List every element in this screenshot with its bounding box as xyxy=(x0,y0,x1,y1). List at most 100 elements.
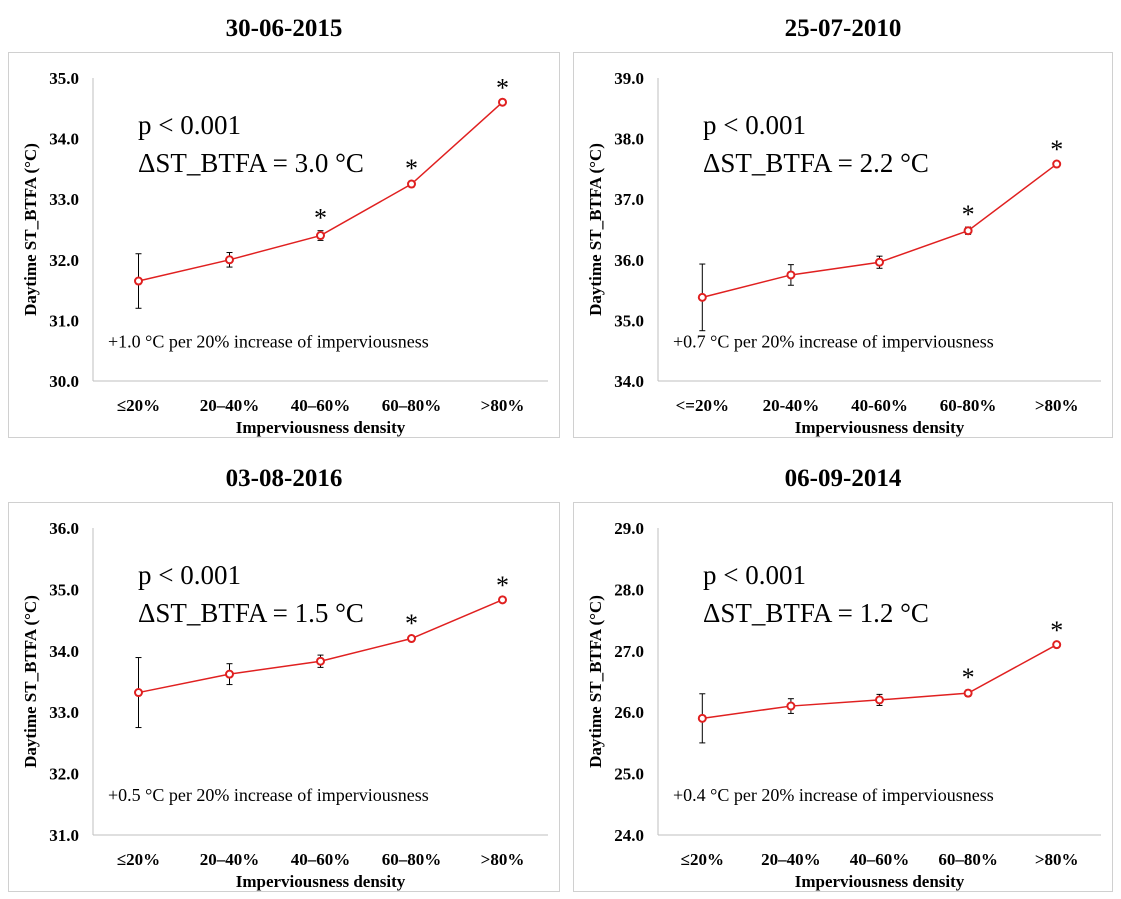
x-tick-label: 60–80% xyxy=(382,850,442,869)
chart-panel-4: 06-09-2014 24.0 25.0 26.0 27.0 28.0 29.0 ≤20% 2… xyxy=(573,464,1113,892)
significance-marker: * xyxy=(405,154,418,183)
chart-frame xyxy=(573,52,1113,438)
y-tick-label: 25.0 xyxy=(614,765,644,784)
y-tick-label: 34.0 xyxy=(49,642,79,661)
y-tick-label: 29.0 xyxy=(614,519,644,538)
y-tick-label: 31.0 xyxy=(49,311,79,330)
y-tick-label: 27.0 xyxy=(614,642,644,661)
data-point xyxy=(134,276,143,286)
delta-annotation: ΔST_BTFA = 1.2 °C xyxy=(703,598,929,628)
y-tick-label: 26.0 xyxy=(614,703,644,722)
chart-plot: 30.0 31.0 32.0 33.0 34.0 35.0 ≤20% 20–40% 40–60%… xyxy=(21,69,548,437)
x-tick-label: >80% xyxy=(481,396,525,415)
x-axis-label: Imperviousness density xyxy=(795,872,965,891)
y-tick-label: 39.0 xyxy=(614,69,644,88)
significance-marker: * xyxy=(496,73,509,102)
p-value-annotation: p < 0.001 xyxy=(138,560,241,590)
data-point xyxy=(225,255,234,265)
chart-title: 25-07-2010 xyxy=(784,15,902,42)
x-axis-label: Imperviousness density xyxy=(236,418,406,437)
series-line xyxy=(702,644,1058,720)
significance-marker: * xyxy=(405,609,418,638)
x-tick-label: 40–60% xyxy=(850,850,910,869)
data-point xyxy=(875,257,884,267)
chart-title: 30-06-2015 xyxy=(225,15,343,42)
data-point xyxy=(786,701,796,711)
p-value-annotation: p < 0.001 xyxy=(703,110,806,140)
x-tick-label: 40–60% xyxy=(291,396,351,415)
chart-title: 06-09-2014 xyxy=(784,465,902,492)
y-tick-label: 30.0 xyxy=(49,372,79,391)
y-tick-label: 35.0 xyxy=(49,580,79,599)
x-tick-label: <=20% xyxy=(676,396,729,415)
y-tick-label: 33.0 xyxy=(49,703,79,722)
y-tick-label: 31.0 xyxy=(49,826,79,845)
y-axis-label: Daytime ST_BTFA (°C) xyxy=(586,143,605,316)
data-point xyxy=(407,634,416,644)
y-axis-label: Daytime ST_BTFA (°C) xyxy=(21,595,40,768)
chart-frame xyxy=(8,52,560,438)
x-tick-label: 40-60% xyxy=(851,396,908,415)
data-point xyxy=(225,669,234,679)
data-point xyxy=(1052,640,1062,650)
y-tick-label: 28.0 xyxy=(614,580,644,599)
data-point xyxy=(875,695,884,705)
rate-annotation: +0.4 °C per 20% increase of imperviousne… xyxy=(673,785,994,805)
x-tick-label: 60–80% xyxy=(382,396,442,415)
rate-annotation: +0.7 °C per 20% increase of imperviousne… xyxy=(673,332,994,352)
data-point xyxy=(786,270,796,280)
chart-plot: 34.0 35.0 36.0 37.0 38.0 39.0 <=20% 20-40% 40-60… xyxy=(586,69,1101,437)
chart-panel-3: 03-08-2016 31.0 32.0 33.0 34.0 35.0 36.0 ≤20% 2… xyxy=(8,464,560,892)
data-point xyxy=(1052,159,1062,169)
p-value-annotation: p < 0.001 xyxy=(703,560,806,590)
y-tick-label: 36.0 xyxy=(614,251,644,270)
delta-annotation: ΔST_BTFA = 1.5 °C xyxy=(138,598,364,628)
x-tick-label: ≤20% xyxy=(117,396,160,415)
y-tick-label: 36.0 xyxy=(49,519,79,538)
y-tick-label: 35.0 xyxy=(614,311,644,330)
significance-marker: * xyxy=(1050,135,1063,164)
y-tick-label: 34.0 xyxy=(614,372,644,391)
x-tick-label: >80% xyxy=(481,850,525,869)
data-point xyxy=(316,656,325,666)
data-point xyxy=(697,713,707,723)
significance-marker: * xyxy=(962,200,975,229)
x-tick-label: ≤20% xyxy=(681,850,724,869)
rate-annotation: +0.5 °C per 20% increase of imperviousne… xyxy=(108,785,429,805)
data-point xyxy=(697,292,707,302)
x-tick-label: 60-80% xyxy=(940,396,997,415)
x-axis-label: Imperviousness density xyxy=(236,872,406,891)
y-axis-label: Daytime ST_BTFA (°C) xyxy=(21,143,40,316)
significance-marker: * xyxy=(1050,616,1063,645)
delta-annotation: ΔST_BTFA = 2.2 °C xyxy=(703,148,929,178)
chart-panel-2: 25-07-2010 34.0 35.0 36.0 37.0 38.0 39.0 <=20%… xyxy=(573,14,1113,438)
chart-plot: 31.0 32.0 33.0 34.0 35.0 36.0 ≤20% 20–40% 40–60%… xyxy=(21,519,548,891)
y-tick-label: 35.0 xyxy=(49,69,79,88)
x-tick-label: >80% xyxy=(1035,850,1079,869)
rate-annotation: +1.0 °C per 20% increase of imperviousne… xyxy=(108,332,429,352)
data-point xyxy=(134,688,143,698)
data-point xyxy=(498,595,507,605)
data-point xyxy=(407,179,416,189)
data-point xyxy=(963,226,973,236)
x-tick-label: ≤20% xyxy=(117,850,160,869)
y-tick-label: 32.0 xyxy=(49,765,79,784)
y-axis-label: Daytime ST_BTFA (°C) xyxy=(586,595,605,768)
x-tick-label: 20–40% xyxy=(200,396,260,415)
data-point xyxy=(963,688,973,698)
y-tick-label: 32.0 xyxy=(49,251,79,270)
chart-frame xyxy=(573,502,1113,892)
x-tick-label: >80% xyxy=(1035,396,1079,415)
x-tick-label: 40–60% xyxy=(291,850,351,869)
y-tick-label: 37.0 xyxy=(614,190,644,209)
chart-frame xyxy=(8,502,560,892)
significance-marker: * xyxy=(314,204,327,233)
chart-panel-1: 30-06-2015 30.0 31.0 32.0 33.0 34.0 35.0 ≤20% 2… xyxy=(8,14,560,438)
x-tick-label: 20–40% xyxy=(200,850,260,869)
significance-marker: * xyxy=(962,663,975,692)
p-value-annotation: p < 0.001 xyxy=(138,110,241,140)
delta-annotation: ΔST_BTFA = 3.0 °C xyxy=(138,148,364,178)
x-tick-label: 20–40% xyxy=(761,850,821,869)
x-tick-label: 60–80% xyxy=(938,850,998,869)
y-tick-label: 24.0 xyxy=(614,826,644,845)
